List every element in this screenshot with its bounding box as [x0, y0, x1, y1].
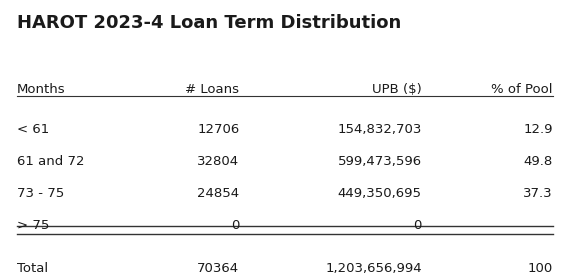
- Text: 0: 0: [413, 219, 422, 232]
- Text: 12706: 12706: [197, 123, 239, 136]
- Text: % of Pool: % of Pool: [491, 83, 553, 96]
- Text: 24854: 24854: [197, 187, 239, 200]
- Text: 154,832,703: 154,832,703: [337, 123, 422, 136]
- Text: > 75: > 75: [17, 219, 50, 232]
- Text: 61 and 72: 61 and 72: [17, 155, 84, 168]
- Text: 449,350,695: 449,350,695: [338, 187, 422, 200]
- Text: # Loans: # Loans: [185, 83, 239, 96]
- Text: 73 - 75: 73 - 75: [17, 187, 64, 200]
- Text: Total: Total: [17, 262, 48, 275]
- Text: 0: 0: [231, 219, 239, 232]
- Text: 100: 100: [528, 262, 553, 275]
- Text: 12.9: 12.9: [523, 123, 553, 136]
- Text: HAROT 2023-4 Loan Term Distribution: HAROT 2023-4 Loan Term Distribution: [17, 14, 401, 32]
- Text: UPB ($): UPB ($): [372, 83, 422, 96]
- Text: 70364: 70364: [197, 262, 239, 275]
- Text: 1,203,656,994: 1,203,656,994: [325, 262, 422, 275]
- Text: < 61: < 61: [17, 123, 50, 136]
- Text: 599,473,596: 599,473,596: [337, 155, 422, 168]
- Text: 32804: 32804: [197, 155, 239, 168]
- Text: 37.3: 37.3: [523, 187, 553, 200]
- Text: Months: Months: [17, 83, 66, 96]
- Text: 49.8: 49.8: [524, 155, 553, 168]
